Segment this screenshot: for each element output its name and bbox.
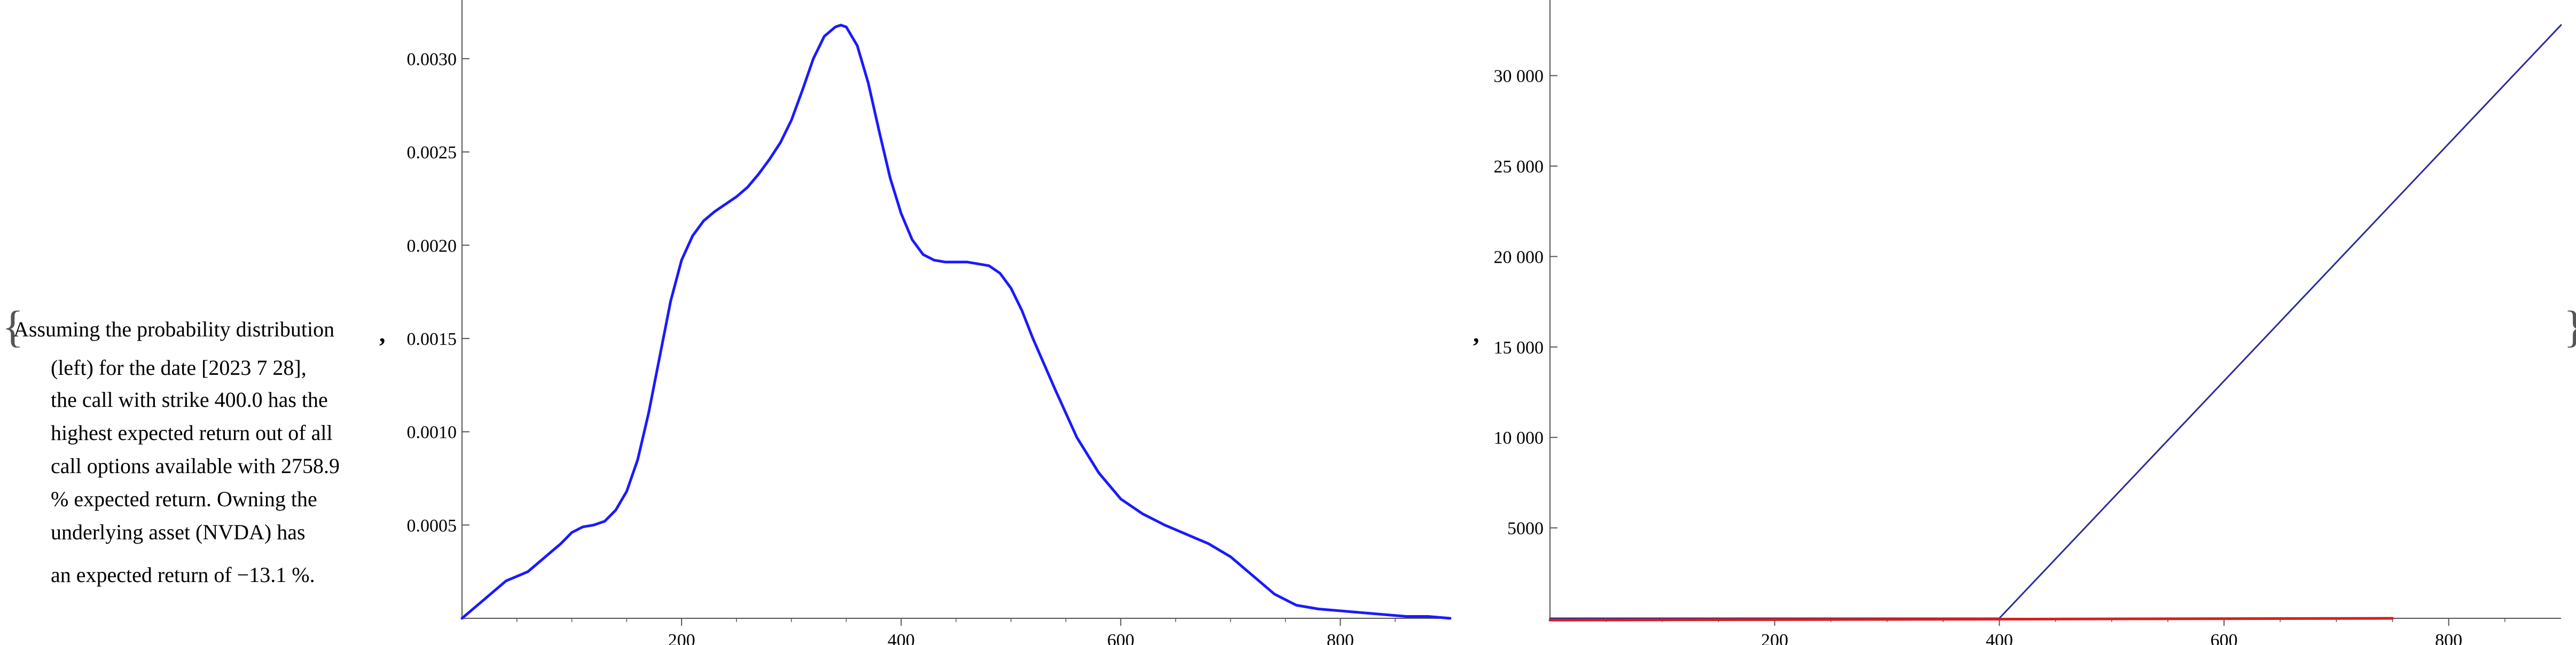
- separator-comma-1: ,: [379, 320, 386, 347]
- separator-comma-2: ,: [1473, 320, 1479, 347]
- description-line-8: an expected return of −13.1 %.: [51, 563, 315, 587]
- y-tick-label: 0.0030: [407, 50, 457, 69]
- y-tick-label: 5000: [1507, 519, 1544, 539]
- close-brace: }: [2564, 302, 2576, 352]
- x-tick-label: 600: [1107, 631, 1134, 645]
- x-tick-label: 400: [888, 631, 915, 645]
- open-brace: {: [2, 302, 24, 352]
- y-tick-label: 0.0015: [407, 329, 457, 349]
- x-tick-label: 200: [668, 631, 695, 645]
- x-tick-label: 400: [1986, 631, 2013, 645]
- y-tick-label: 0.0005: [407, 516, 457, 536]
- series-line-1: [1549, 24, 2562, 619]
- description-line-1: Assuming the probability distribution: [13, 317, 334, 341]
- y-tick-label: 15 000: [1494, 338, 1544, 358]
- x-tick-label: 800: [1327, 631, 1354, 645]
- x-tick-label: 600: [2211, 631, 2238, 645]
- description-line-5: call options available with 2758.9: [51, 454, 340, 478]
- y-tick-label: 25 000: [1494, 157, 1544, 177]
- y-tick-label: 0.0025: [407, 143, 457, 163]
- description-line-2: (left) for the date [2023 7 28],: [51, 356, 307, 380]
- probability-distribution-chart: 200 400 600 800 0.0005 0.0010 0.0015 0.0020 0.00…: [407, 0, 1452, 645]
- series-line-2: [1548, 617, 2394, 622]
- y-tick-label: 30 000: [1494, 67, 1544, 86]
- x-tick-label: 800: [2435, 631, 2462, 645]
- y-tick-label: 10 000: [1494, 428, 1544, 448]
- series-line-1: [460, 23, 1452, 620]
- description-line-7: underlying asset (NVDA) has: [51, 520, 306, 544]
- y-tick-label: 20 000: [1494, 247, 1544, 267]
- description-line-3: the call with strike 400.0 has the: [51, 388, 328, 412]
- description-line-4: highest expected return out of all: [51, 421, 333, 445]
- payoff-chart: 200 400 600 800 5000 10 000 15 000 20 000 25 000…: [1494, 0, 2562, 645]
- y-tick-label: 0.0010: [407, 423, 457, 443]
- description-line-6: % expected return. Owning the: [51, 487, 317, 511]
- x-tick-label: 200: [1761, 631, 1788, 645]
- description-text: Assuming the probability distribution (l…: [13, 317, 340, 587]
- y-tick-label: 0.0020: [407, 236, 457, 256]
